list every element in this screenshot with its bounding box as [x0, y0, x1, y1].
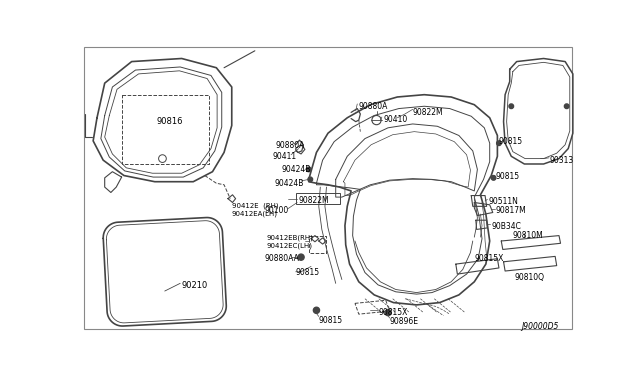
Text: 90822M: 90822M: [413, 108, 444, 117]
Text: 90880A: 90880A: [359, 102, 388, 111]
Text: J90000D5: J90000D5: [522, 322, 559, 331]
Text: 90411: 90411: [273, 153, 297, 161]
Circle shape: [492, 176, 496, 180]
Text: 90810Q: 90810Q: [515, 273, 545, 282]
Circle shape: [307, 167, 311, 172]
Text: 90412EB(RH): 90412EB(RH): [266, 235, 313, 241]
Circle shape: [497, 141, 501, 145]
Circle shape: [308, 177, 312, 182]
Text: 90815: 90815: [296, 268, 320, 277]
Text: 90511N: 90511N: [488, 197, 518, 206]
Circle shape: [385, 310, 391, 316]
Text: 90896E: 90896E: [390, 317, 419, 326]
Text: 90412E  (RH): 90412E (RH): [232, 202, 278, 209]
Circle shape: [314, 307, 319, 313]
Text: 90880A: 90880A: [276, 141, 305, 150]
Circle shape: [564, 104, 569, 109]
Text: 90880AA: 90880AA: [264, 254, 299, 263]
Circle shape: [509, 104, 513, 109]
Text: 90816: 90816: [157, 117, 184, 126]
Text: 90815: 90815: [495, 172, 519, 181]
Text: 90100: 90100: [265, 206, 289, 215]
Text: 90424B: 90424B: [274, 179, 303, 187]
Text: 90815X: 90815X: [474, 254, 504, 263]
FancyBboxPatch shape: [296, 193, 340, 204]
Text: 90815: 90815: [319, 316, 343, 325]
Text: 90313: 90313: [550, 156, 574, 165]
Text: 90412EC(LH): 90412EC(LH): [266, 243, 312, 249]
Text: 90822M: 90822M: [299, 196, 330, 205]
Circle shape: [298, 254, 304, 260]
Text: 90815X: 90815X: [378, 308, 408, 317]
Text: 90810M: 90810M: [513, 231, 543, 240]
Text: 90410: 90410: [383, 115, 408, 125]
Text: 90817M: 90817M: [496, 206, 527, 215]
Text: 90412EA(LH): 90412EA(LH): [232, 211, 278, 218]
Text: 90815: 90815: [499, 137, 523, 146]
Text: 90424B: 90424B: [282, 165, 311, 174]
Text: 90B34C: 90B34C: [492, 222, 521, 231]
Text: 90210: 90210: [182, 281, 208, 290]
